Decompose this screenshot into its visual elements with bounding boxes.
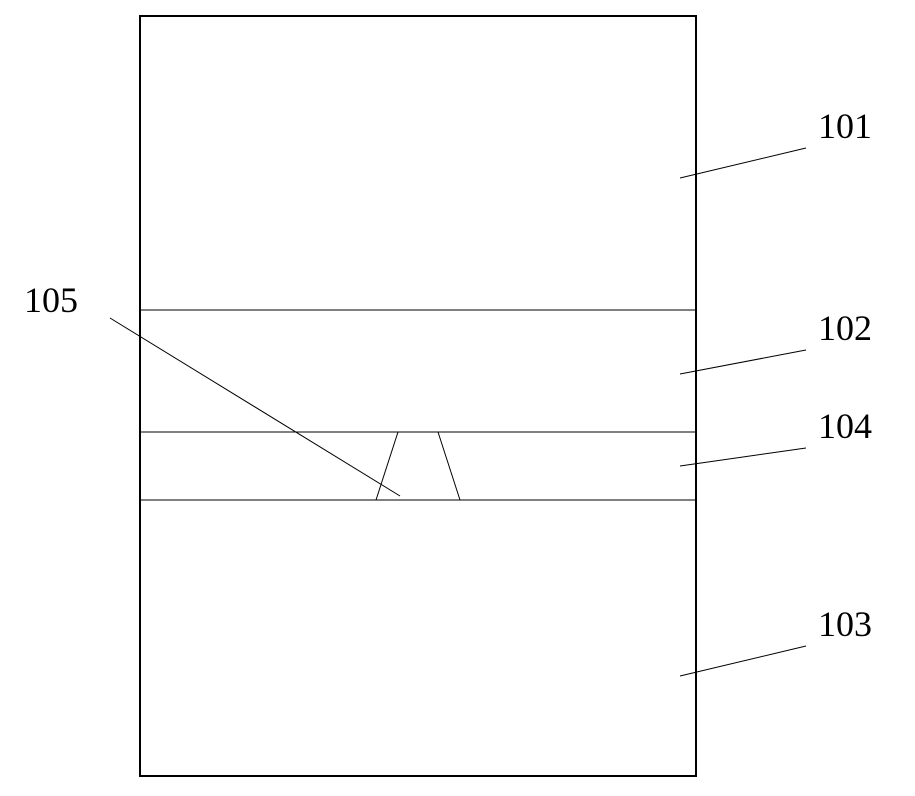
leader-101 — [680, 148, 806, 178]
label-102: 102 — [818, 308, 872, 348]
label-104: 104 — [818, 406, 872, 446]
label-103: 103 — [818, 604, 872, 644]
trapezoid-right-edge — [438, 432, 460, 500]
label-105: 105 — [24, 280, 78, 320]
label-101: 101 — [818, 106, 872, 146]
technical-diagram: 101 102 104 103 105 — [0, 0, 915, 796]
leader-103 — [680, 646, 806, 676]
leader-104 — [680, 448, 806, 466]
outer-rectangle — [140, 16, 696, 776]
leader-105 — [110, 318, 400, 496]
leader-102 — [680, 350, 806, 374]
trapezoid-left-edge — [376, 432, 398, 500]
